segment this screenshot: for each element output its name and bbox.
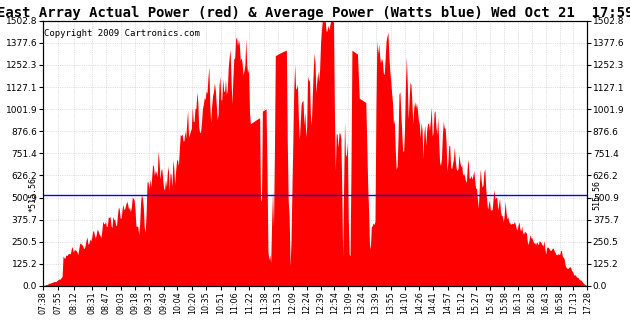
Title: East Array Actual Power (red) & Average Power (Watts blue) Wed Oct 21  17:59: East Array Actual Power (red) & Average … [0, 5, 630, 20]
Text: *515.56: *515.56 [28, 177, 37, 212]
Text: 515.56: 515.56 [593, 180, 602, 210]
Text: Copyright 2009 Cartronics.com: Copyright 2009 Cartronics.com [44, 29, 200, 38]
